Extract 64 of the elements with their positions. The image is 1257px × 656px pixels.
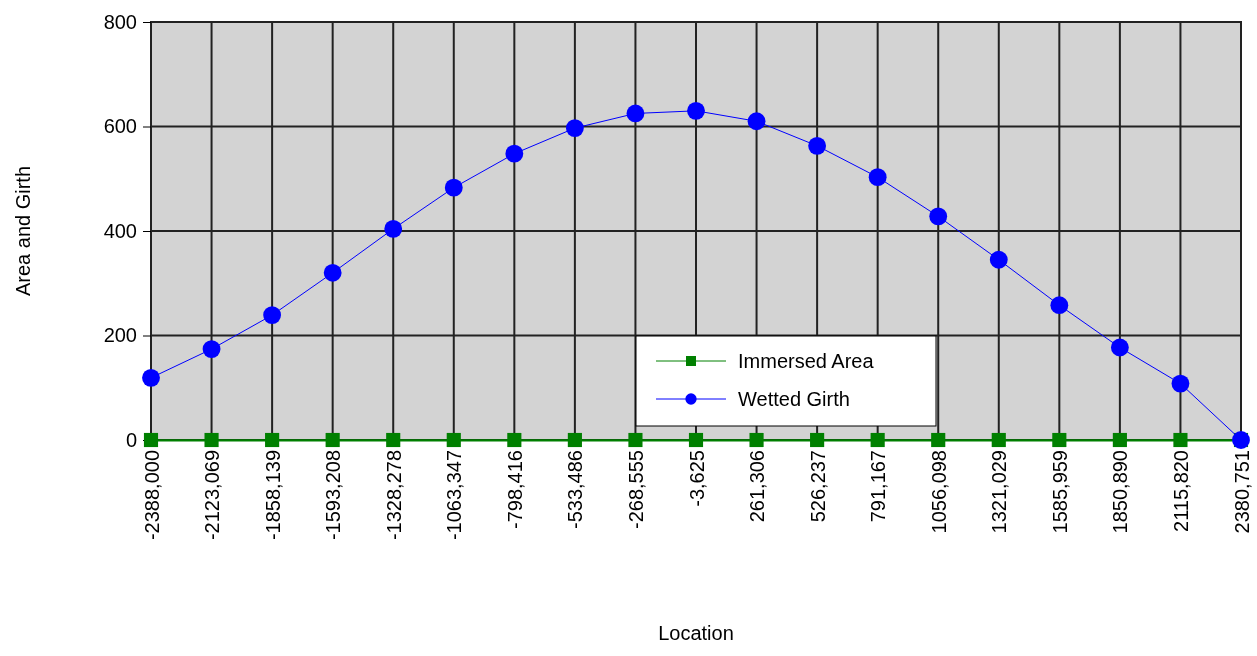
x-tick-label: 1321,029	[988, 450, 1011, 534]
x-tick-label: 2380,751	[1230, 450, 1253, 534]
point	[628, 432, 643, 448]
x-tick-label: -798,416	[503, 450, 526, 529]
x-tick-label: -533,486	[564, 450, 587, 529]
legend-label: Wetted Girth	[738, 388, 850, 410]
point	[626, 104, 645, 123]
point	[505, 144, 524, 163]
y-tick-label: 400	[103, 219, 137, 242]
y-tick-label: 200	[103, 324, 137, 347]
legend-label: Immersed Area	[738, 350, 875, 372]
point	[325, 432, 340, 448]
point	[687, 101, 705, 120]
x-tick-label: -2123,069	[201, 450, 224, 541]
point	[1173, 432, 1188, 448]
point	[868, 168, 887, 187]
point	[991, 432, 1006, 448]
x-tick-label: -1858,139	[261, 450, 284, 541]
point	[202, 340, 221, 358]
point	[384, 220, 403, 238]
x-tick-label: 791,167	[867, 450, 890, 523]
point	[507, 432, 522, 448]
point	[1050, 296, 1069, 315]
point	[1171, 374, 1190, 393]
point	[565, 119, 584, 137]
x-tick-label: -1593,208	[322, 450, 345, 541]
point	[143, 432, 159, 448]
y-axis-title: Area and Girth	[12, 165, 34, 297]
point	[444, 178, 463, 197]
point	[688, 432, 704, 448]
x-tick-label: 261,306	[746, 450, 769, 523]
point	[808, 136, 827, 155]
point	[747, 112, 766, 131]
point	[446, 432, 461, 448]
point	[810, 432, 825, 448]
x-tick-label: -268,555	[624, 450, 647, 529]
point	[870, 432, 885, 448]
x-tick-label: 526,237	[806, 450, 829, 523]
x-tick-label: 1850,890	[1109, 450, 1132, 534]
point	[749, 432, 764, 448]
point	[1110, 338, 1129, 357]
x-tick-label: -2388,000	[140, 450, 163, 541]
point	[263, 306, 282, 325]
x-tick-label: -1328,278	[382, 450, 405, 541]
y-tick-label: 600	[103, 115, 137, 138]
x-tick-label: -3,625	[685, 450, 708, 507]
point	[929, 207, 948, 226]
point	[567, 432, 582, 448]
point	[142, 368, 160, 387]
y-tick-label: 0	[125, 428, 137, 451]
x-tick-label: -1063,347	[443, 450, 466, 541]
point	[1112, 432, 1127, 448]
point	[1052, 432, 1067, 448]
y-tick-label: 800	[103, 10, 137, 33]
x-tick-label: 1585,959	[1048, 450, 1071, 534]
point	[265, 432, 280, 448]
point	[386, 432, 401, 448]
point	[989, 250, 1008, 269]
point	[323, 263, 342, 282]
x-axis-title: Location	[658, 622, 734, 644]
point	[204, 432, 219, 448]
point	[931, 432, 946, 448]
x-tick-label: 2115,820	[1169, 450, 1192, 532]
x-tick-label: 1056,098	[927, 450, 950, 534]
